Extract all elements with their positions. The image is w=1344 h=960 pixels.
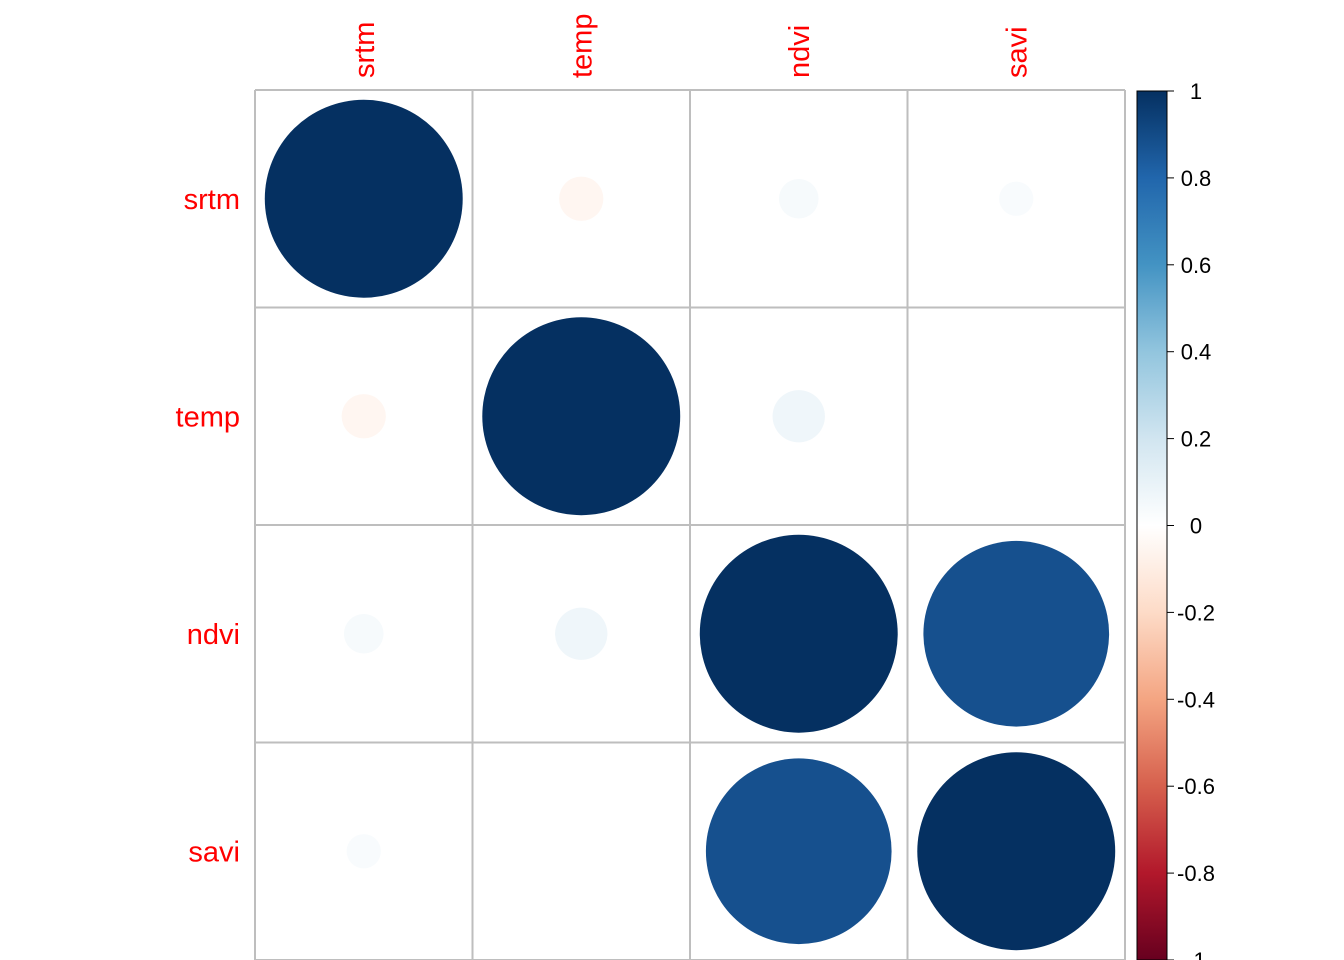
- corr-circle-temp-ndvi: [772, 390, 825, 443]
- corr-circle-ndvi-srtm: [343, 613, 384, 654]
- corr-circle-ndvi-temp: [555, 607, 608, 660]
- col-label-savi: savi: [1001, 26, 1033, 78]
- colorbar-tick-label: -0.4: [1177, 687, 1215, 712]
- colorbar-tick-label: -1: [1186, 948, 1206, 960]
- corr-circle-savi-ndvi: [705, 758, 892, 945]
- corr-circle-srtm-ndvi: [778, 178, 819, 219]
- row-label-temp: temp: [176, 401, 240, 433]
- row-label-srtm: srtm: [184, 184, 240, 216]
- corr-circle-srtm-savi: [999, 181, 1034, 216]
- colorbar-tick-label: 1: [1190, 79, 1202, 104]
- corr-circle-srtm-temp: [559, 176, 604, 221]
- corr-circle-ndvi-ndvi: [699, 534, 898, 733]
- corr-circle-ndvi-savi: [923, 540, 1110, 727]
- matrix-grid: [254, 89, 1126, 960]
- column-labels: srtm temp ndvi savi: [349, 14, 1034, 78]
- corr-circle-savi-savi: [917, 752, 1116, 951]
- colorbar-tick-label: 0.2: [1181, 427, 1212, 452]
- col-label-srtm: srtm: [349, 22, 381, 78]
- row-labels: srtm temp ndvi savi: [176, 184, 240, 869]
- corr-circle-temp-srtm: [341, 394, 386, 439]
- corr-circle-srtm-srtm: [264, 99, 463, 298]
- colorbar-tick-label: 0.8: [1181, 166, 1212, 191]
- corr-circle-temp-temp: [482, 317, 681, 516]
- colorbar-tick-label: 0.6: [1181, 253, 1212, 278]
- colorbar-gradient: [1136, 90, 1168, 960]
- row-label-ndvi: ndvi: [187, 619, 240, 651]
- corr-circle-savi-srtm: [346, 834, 381, 869]
- colorbar-tick-label: -0.8: [1177, 861, 1215, 886]
- colorbar-tick-label: -0.2: [1177, 600, 1215, 625]
- colorbar-tick-label: 0.4: [1181, 340, 1212, 365]
- row-label-savi: savi: [188, 836, 240, 868]
- col-label-ndvi: ndvi: [784, 25, 816, 78]
- col-label-temp: temp: [566, 14, 598, 78]
- colorbar-tick-label: 0: [1190, 514, 1202, 539]
- colorbar-tick-label: -0.6: [1177, 774, 1215, 799]
- correlation-circles: [264, 99, 1116, 951]
- color-legend: 1 0.8 0.6 0.4 0.2 0 -0.2 -0.4 -0.6 -0.8 -1: [1136, 79, 1215, 960]
